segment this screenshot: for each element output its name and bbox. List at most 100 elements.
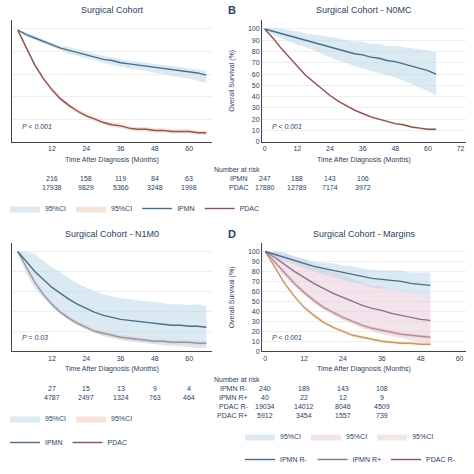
svg-text:48: 48 [417, 355, 425, 362]
svg-text:90: 90 [252, 258, 260, 265]
svg-text:63: 63 [185, 175, 193, 182]
svg-text:12: 12 [48, 355, 56, 362]
svg-text:95%CI: 95%CI [280, 433, 301, 440]
svg-text:13: 13 [117, 385, 125, 392]
svg-text:Surgical Cohort - Margins: Surgical Cohort - Margins [313, 229, 416, 239]
svg-text:PDAC R+: PDAC R+ [217, 412, 248, 419]
svg-text:8046: 8046 [335, 403, 351, 410]
svg-text:Surgical Cohort - N0MC: Surgical Cohort - N0MC [316, 5, 412, 15]
svg-text:60: 60 [456, 355, 464, 362]
svg-text:5366: 5366 [113, 184, 129, 191]
svg-text:15: 15 [82, 385, 90, 392]
svg-text:4: 4 [187, 385, 191, 392]
svg-text:Time After Diagnosis (Months): Time After Diagnosis (Months) [317, 156, 411, 164]
svg-text:188: 188 [291, 175, 303, 182]
svg-text:24: 24 [82, 355, 90, 362]
svg-text:3454: 3454 [296, 412, 312, 419]
svg-text:P < 0.001: P < 0.001 [272, 123, 302, 130]
svg-text:95%CI: 95%CI [111, 415, 132, 422]
svg-text:24: 24 [82, 145, 90, 152]
svg-text:PDAC: PDAC [229, 184, 248, 191]
svg-text:2497: 2497 [78, 394, 94, 401]
svg-text:100: 100 [248, 25, 260, 32]
svg-text:80: 80 [252, 268, 260, 275]
svg-text:12: 12 [300, 355, 308, 362]
svg-text:Number at risk: Number at risk [214, 166, 260, 173]
svg-text:48: 48 [391, 145, 399, 152]
svg-text:17938: 17938 [42, 184, 62, 191]
svg-text:247: 247 [259, 175, 271, 182]
svg-text:80: 80 [252, 48, 260, 55]
svg-text:36: 36 [117, 355, 125, 362]
svg-text:3248: 3248 [147, 184, 163, 191]
svg-text:Overall Survival (%): Overall Survival (%) [228, 50, 236, 112]
svg-text:12789: 12789 [287, 184, 307, 191]
svg-text:22: 22 [300, 394, 308, 401]
svg-text:119: 119 [115, 175, 126, 182]
svg-text:12: 12 [339, 394, 347, 401]
svg-text:1557: 1557 [335, 412, 351, 419]
svg-text:27: 27 [48, 385, 56, 392]
svg-text:9: 9 [153, 385, 157, 392]
svg-text:1324: 1324 [113, 394, 129, 401]
svg-text:100: 100 [248, 248, 260, 255]
svg-text:36: 36 [378, 355, 386, 362]
svg-text:95%CI: 95%CI [412, 433, 433, 440]
svg-text:IPMN R-: IPMN R- [220, 385, 248, 392]
svg-text:PDAC: PDAC [240, 205, 259, 212]
svg-text:30: 30 [252, 318, 260, 325]
svg-text:739: 739 [376, 412, 388, 419]
svg-text:84: 84 [151, 175, 159, 182]
svg-text:60: 60 [252, 71, 260, 78]
svg-text:143: 143 [324, 175, 336, 182]
svg-text:IPMN: IPMN [230, 175, 248, 182]
svg-text:95%CI: 95%CI [45, 205, 66, 212]
svg-text:60: 60 [185, 145, 193, 152]
svg-text:143: 143 [337, 385, 349, 392]
svg-text:1998: 1998 [181, 184, 197, 191]
svg-text:20: 20 [252, 328, 260, 335]
svg-text:50: 50 [252, 82, 260, 89]
svg-text:IPMN R+: IPMN R+ [353, 456, 382, 463]
svg-text:IPMN R+: IPMN R+ [219, 394, 248, 401]
svg-text:12: 12 [48, 145, 56, 152]
svg-text:P < 0.001: P < 0.001 [272, 334, 302, 341]
svg-text:12: 12 [293, 145, 301, 152]
svg-text:240: 240 [259, 385, 271, 392]
svg-text:7174: 7174 [322, 184, 338, 191]
svg-text:19034: 19034 [255, 403, 275, 410]
svg-text:0: 0 [256, 138, 260, 145]
svg-text:Time After Diagnosis (Months): Time After Diagnosis (Months) [317, 365, 411, 373]
svg-text:Number at risk: Number at risk [214, 376, 260, 383]
svg-text:30: 30 [252, 104, 260, 111]
svg-text:95%CI: 95%CI [45, 415, 66, 422]
svg-text:Overall Survival (%): Overall Survival (%) [228, 267, 236, 329]
svg-text:IPMN: IPMN [45, 439, 63, 446]
svg-text:464: 464 [183, 394, 195, 401]
svg-text:PDAC R-: PDAC R- [219, 403, 248, 410]
svg-text:9829: 9829 [78, 184, 94, 191]
svg-text:158: 158 [80, 175, 92, 182]
svg-text:48: 48 [151, 145, 159, 152]
svg-text:20: 20 [252, 116, 260, 123]
svg-text:40: 40 [252, 93, 260, 100]
svg-text:4509: 4509 [374, 403, 390, 410]
svg-text:9: 9 [380, 394, 384, 401]
svg-text:40: 40 [261, 394, 269, 401]
svg-text:Time After Diagnosis (Months): Time After Diagnosis (Months) [65, 365, 159, 373]
svg-text:IPMN R-: IPMN R- [280, 456, 308, 463]
svg-text:14012: 14012 [294, 403, 314, 410]
svg-text:5912: 5912 [257, 412, 273, 419]
svg-text:95%CI: 95%CI [346, 433, 367, 440]
svg-text:4787: 4787 [44, 394, 60, 401]
svg-text:D: D [228, 228, 236, 240]
svg-text:24: 24 [326, 145, 334, 152]
svg-text:90: 90 [252, 37, 260, 44]
svg-text:36: 36 [359, 145, 367, 152]
svg-text:10: 10 [252, 338, 260, 345]
svg-text:189: 189 [298, 385, 310, 392]
svg-text:B: B [228, 4, 236, 16]
svg-text:17880: 17880 [255, 184, 275, 191]
svg-text:763: 763 [149, 394, 161, 401]
svg-text:216: 216 [46, 175, 58, 182]
